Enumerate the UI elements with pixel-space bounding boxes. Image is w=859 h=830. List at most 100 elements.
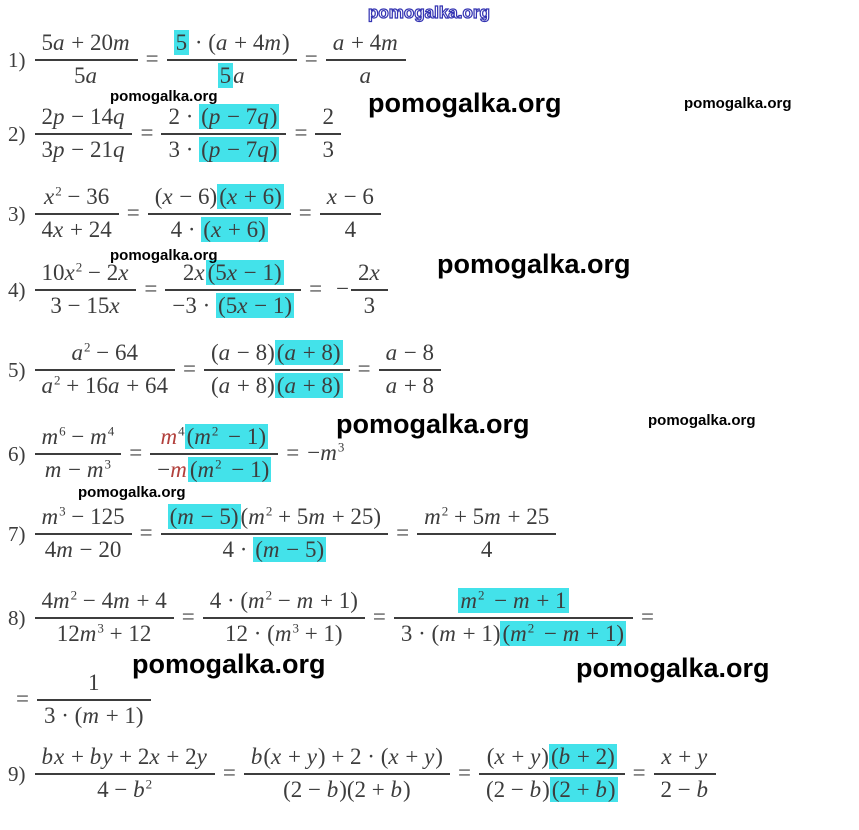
problem-number: 6)	[8, 441, 26, 466]
fraction: a2 − 64 a2 + 16a + 64	[34, 338, 175, 402]
problem-number: 8)	[8, 605, 26, 630]
fraction-numerator: (m − 5)(m2 + 5m + 25)	[161, 502, 388, 533]
problem-number: 9)	[8, 761, 26, 786]
equals-sign: =	[286, 440, 300, 466]
math-token: 12 · (m3	[225, 620, 299, 646]
math-token: − m + 1)	[272, 588, 358, 613]
math-token: (m2	[500, 620, 537, 646]
equals-sign: =	[304, 46, 318, 72]
problem-number: 1)	[8, 47, 26, 72]
fraction: 4 · (m2 − m + 1) 12 · (m3 + 1)	[202, 586, 365, 650]
fraction-denominator: 3 · (m + 1)(m2 − m + 1)	[393, 616, 634, 650]
fraction: 2x (5x − 1) −3 · (5x − 1)	[165, 258, 302, 322]
math-token: (b + 2)	[548, 744, 617, 769]
math-token: 3	[363, 292, 376, 318]
problem-number: 2)	[8, 121, 26, 146]
math-token: 4m − 20	[44, 536, 122, 562]
fraction-denominator: 12 · (m3 + 1)	[202, 616, 365, 650]
math-token: − 4m + 4	[77, 588, 167, 613]
fraction-numerator: m6 − m4	[35, 422, 122, 453]
math-token: −m3	[307, 439, 345, 466]
fraction-numerator: 4m2 − 4m + 4	[35, 586, 174, 617]
math-token: 4	[480, 536, 493, 562]
problem-row: 1) 5a + 20m 5a = 5 · (a + 4m) 5a = a + 4m a	[8, 28, 406, 92]
math-token: 3p − 21q	[41, 136, 125, 162]
fraction-denominator: −m (m2 − 1)	[150, 452, 279, 486]
fraction-denominator: m − m3	[34, 452, 122, 486]
fraction-numerator: m2 − m + 1	[394, 586, 633, 617]
equals-sign: =	[181, 604, 195, 630]
math-token: m − m3	[44, 456, 111, 482]
fraction-numerator: 4 · (m2 − m + 1)	[203, 586, 365, 617]
watermark: pomogalka.org	[110, 247, 218, 264]
fraction-numerator: x2 − 36	[35, 182, 119, 213]
math-token: 4 − b2	[97, 776, 153, 802]
fraction-denominator: 5a	[166, 58, 297, 92]
math-token: (5x − 1)	[205, 260, 284, 285]
fraction-denominator: a + 8	[378, 368, 442, 402]
math-token: (5x − 1)	[216, 292, 295, 318]
watermark: pomogalka.org	[132, 649, 326, 679]
fraction-numerator: 2p − 14q	[35, 102, 133, 133]
math-token: + 1)	[298, 620, 343, 646]
equals-sign: =	[129, 440, 143, 466]
watermark: pomogalka.org	[110, 88, 218, 105]
math-token: (2 − b)(2 + b)	[283, 776, 411, 802]
fraction-denominator: a2 + 16a + 64	[34, 368, 175, 402]
fraction-denominator: 4m − 20	[34, 532, 132, 566]
fraction: m6 − m4 m − m3	[34, 422, 122, 486]
fraction-denominator: 3	[351, 288, 388, 322]
math-token: a2	[71, 339, 91, 365]
math-token: 4 ·	[222, 536, 254, 562]
problem-row: 3) x2 − 36 4x + 24 = (x − 6)(x + 6) 4 · (x + …	[8, 182, 381, 246]
equals-sign: =	[139, 520, 153, 546]
fraction-denominator: (2 − b)(2 + b)	[243, 772, 450, 806]
fraction: (a − 8)(a + 8) (a + 8)(a + 8)	[203, 338, 350, 402]
fraction: m2 + 5m + 25 4	[417, 502, 557, 566]
equals-sign: =	[126, 200, 140, 226]
equals-sign: =	[140, 120, 154, 146]
problem-row: 4) 10x2 − 2x 3 − 15x = 2x (5x − 1) −3 · (5x − …	[8, 258, 388, 322]
fraction-denominator: 2 − b	[653, 772, 717, 806]
math-token: x − 6	[326, 184, 374, 209]
fraction-numerator: m3 − 125	[35, 502, 132, 533]
math-token: 3 − 15x	[50, 292, 120, 318]
fraction-numerator: (x − 6)(x + 6)	[148, 182, 291, 213]
math-token: bx + by + 2x + 2y	[41, 744, 207, 769]
equals-sign: =	[357, 356, 371, 382]
fraction-denominator: 12m3 + 12	[34, 616, 174, 650]
math-token: (x + 6)	[201, 216, 268, 242]
math-token: 3	[322, 136, 334, 162]
math-token: − 125	[65, 504, 125, 529]
math-token: a	[359, 62, 371, 88]
fraction: x − 6 4	[319, 182, 381, 246]
watermark: pomogalka.org	[367, 2, 490, 22]
problem-row: 2) 2p − 14q 3p − 21q = 2 · (p − 7q) 3 · (p − …	[8, 102, 341, 166]
math-token: − 1)	[223, 456, 272, 482]
fraction-numerator: a + 4m	[326, 28, 406, 59]
fraction-numerator: 1	[37, 668, 151, 699]
watermark: pomogalka.org	[576, 653, 770, 683]
math-token: 10x2	[41, 259, 83, 285]
math-token: 3 ·	[168, 136, 200, 162]
math-token: 1	[88, 670, 100, 695]
equals-sign: =	[145, 46, 159, 72]
fraction-numerator: m4(m2 − 1)	[150, 422, 278, 453]
math-token: 5	[173, 30, 190, 55]
math-token: (a + 8)	[274, 372, 343, 398]
math-token: 4 ·	[170, 216, 202, 242]
fraction-numerator: 2x	[351, 258, 388, 289]
math-token: − 2x	[82, 260, 129, 285]
math-token: 4	[344, 216, 357, 242]
math-token: (m − 5)	[253, 536, 327, 562]
math-token: b(x + y) + 2 · (x + y)	[250, 744, 443, 769]
math-token: 4	[178, 423, 185, 439]
fraction-numerator: a − 8	[379, 338, 441, 369]
fraction-denominator: (a + 8)(a + 8)	[203, 368, 350, 402]
fraction: bx + by + 2x + 2y 4 − b2	[34, 742, 215, 806]
fraction: 2p − 14q 3p − 21q	[34, 102, 133, 166]
math-token: 4x + 24	[41, 216, 112, 242]
